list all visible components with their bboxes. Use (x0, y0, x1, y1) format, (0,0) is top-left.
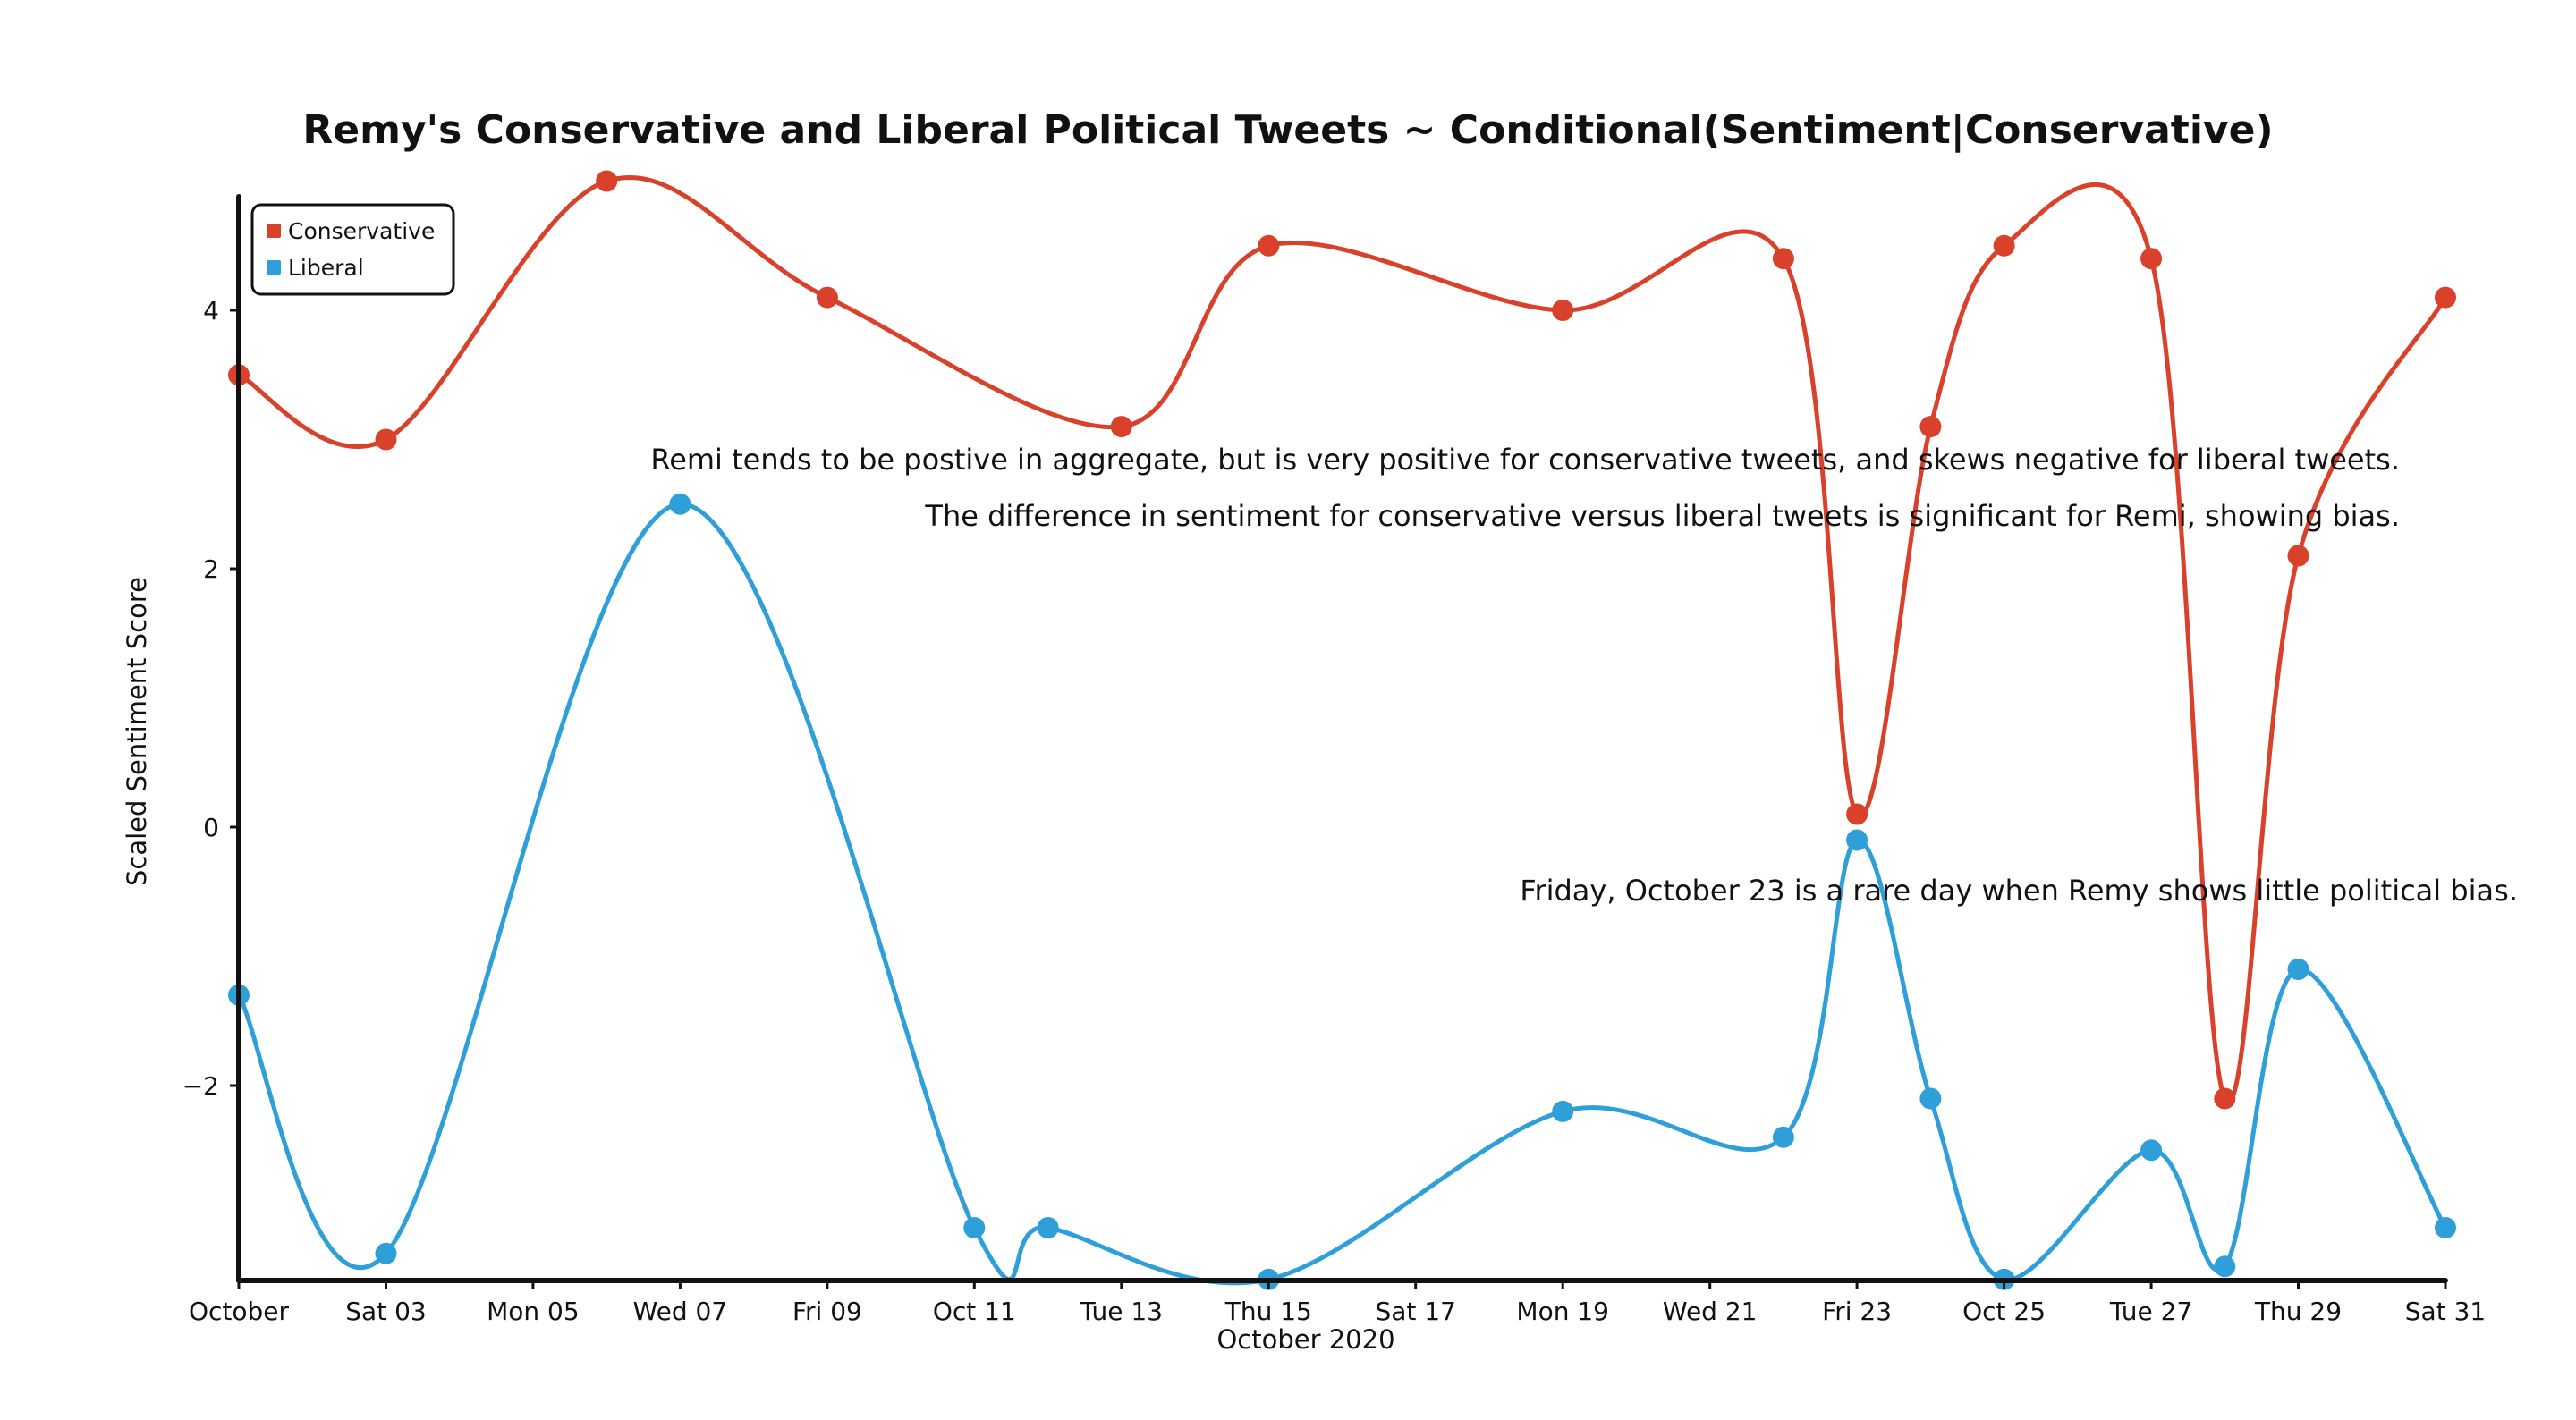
x-tick-label: Sat 17 (1375, 1297, 1455, 1326)
data-point-conservative-2020-10-31 (2435, 286, 2456, 309)
data-point-liberal-2020-10-11 (963, 1217, 986, 1238)
x-tick-label: Oct 25 (1962, 1297, 2046, 1326)
data-point-liberal-2020-10-24 (1919, 1087, 1942, 1110)
data-point-conservative-2020-10-28 (2214, 1087, 2236, 1110)
annotation-october-23: Friday, October 23 is a rare day when Re… (1520, 874, 2518, 908)
data-point-conservative-2020-10-22 (1772, 248, 1794, 270)
series-line-liberal (236, 502, 2448, 1286)
data-point-conservative-2020-10-13 (1110, 416, 1132, 438)
legend-box (250, 203, 455, 296)
data-point-conservative-2020-10-23 (1846, 803, 1868, 825)
annotation-significance: The difference in sentiment for conserva… (924, 499, 2400, 533)
x-tick-label: Sat 31 (2405, 1297, 2486, 1326)
x-tick-label: Wed 21 (1663, 1297, 1758, 1326)
data-point-liberal-2020-10-28 (2214, 1255, 2236, 1278)
data-point-liberal-2020-10-29 (2287, 959, 2309, 980)
data-point-liberal-2020-10-19 (1552, 1100, 1574, 1122)
x-tick-label: Mon 19 (1516, 1297, 1609, 1326)
y-axis-label: Scaled Sentiment Score (122, 577, 152, 886)
x-tick-label: Oct 11 (933, 1297, 1016, 1326)
series-points (228, 170, 2456, 1290)
annotation-aggregate: Remi tends to be postive in aggregate, b… (650, 443, 2400, 477)
series-lines (236, 174, 2448, 1286)
data-point-conservative-2020-10-06 (596, 170, 618, 192)
series-line-conservative (236, 174, 2448, 1104)
x-tick-label: Wed 07 (633, 1297, 728, 1326)
data-point-conservative-2020-10-19 (1552, 300, 1574, 321)
y-tick-label: −2 (182, 1071, 219, 1101)
y-tick-label: 4 (203, 296, 219, 325)
x-tick-label: Fri 09 (792, 1297, 862, 1326)
data-point-conservative-2020-10-25 (1993, 234, 2015, 257)
x-tick-label: Thu 15 (1224, 1297, 1312, 1326)
x-tick-label: Fri 23 (1822, 1297, 1892, 1326)
legend-swatch-conservative (267, 224, 281, 238)
data-point-conservative-2020-10-24 (1919, 416, 1942, 438)
data-point-liberal-2020-10-23 (1846, 829, 1868, 851)
chart-legend: Conservative Liberal (250, 203, 455, 296)
y-tick-label: 2 (203, 554, 219, 584)
data-point-conservative-2020-10-09 (816, 286, 838, 309)
data-point-conservative-2020-10-29 (2287, 545, 2309, 567)
x-tick-label: Tue 13 (1080, 1297, 1163, 1326)
legend-label-liberal: Liberal (288, 255, 364, 281)
axes (236, 194, 2448, 1283)
legend-label-conservative: Conservative (288, 218, 435, 244)
data-point-liberal-2020-10-22 (1772, 1126, 1794, 1148)
x-tick-label: Mon 05 (487, 1297, 580, 1326)
x-tick-label: Sat 03 (345, 1297, 426, 1326)
x-axis-label: October 2020 (1216, 1324, 1394, 1355)
data-point-liberal-2020-10-03 (375, 1242, 397, 1264)
data-point-liberal-2020-10-07 (669, 493, 691, 515)
data-point-liberal-2020-10-31 (2435, 1217, 2456, 1238)
y-tick-label: 0 (203, 813, 219, 842)
data-point-liberal-2020-10-12 (1037, 1217, 1059, 1238)
chart-title: Remy's Conservative and Liberal Politica… (302, 107, 2273, 153)
x-axis-ticks: October Sat 03 Mon 05 Wed 07 Fri 09 Oct 11 Tue… (189, 1281, 2486, 1326)
x-tick-label: Thu 29 (2254, 1297, 2342, 1326)
data-point-conservative-2020-10-03 (375, 428, 397, 451)
y-axis-ticks: 4 2 0 −2 (182, 296, 239, 1101)
x-tick-label: Tue 27 (2109, 1297, 2192, 1326)
data-point-liberal-2020-10-27 (2140, 1139, 2163, 1162)
legend-swatch-liberal (267, 260, 281, 275)
data-point-conservative-2020-10-27 (2140, 248, 2163, 270)
x-tick-label: October (189, 1297, 290, 1326)
data-point-conservative-2020-10-15 (1258, 234, 1280, 257)
